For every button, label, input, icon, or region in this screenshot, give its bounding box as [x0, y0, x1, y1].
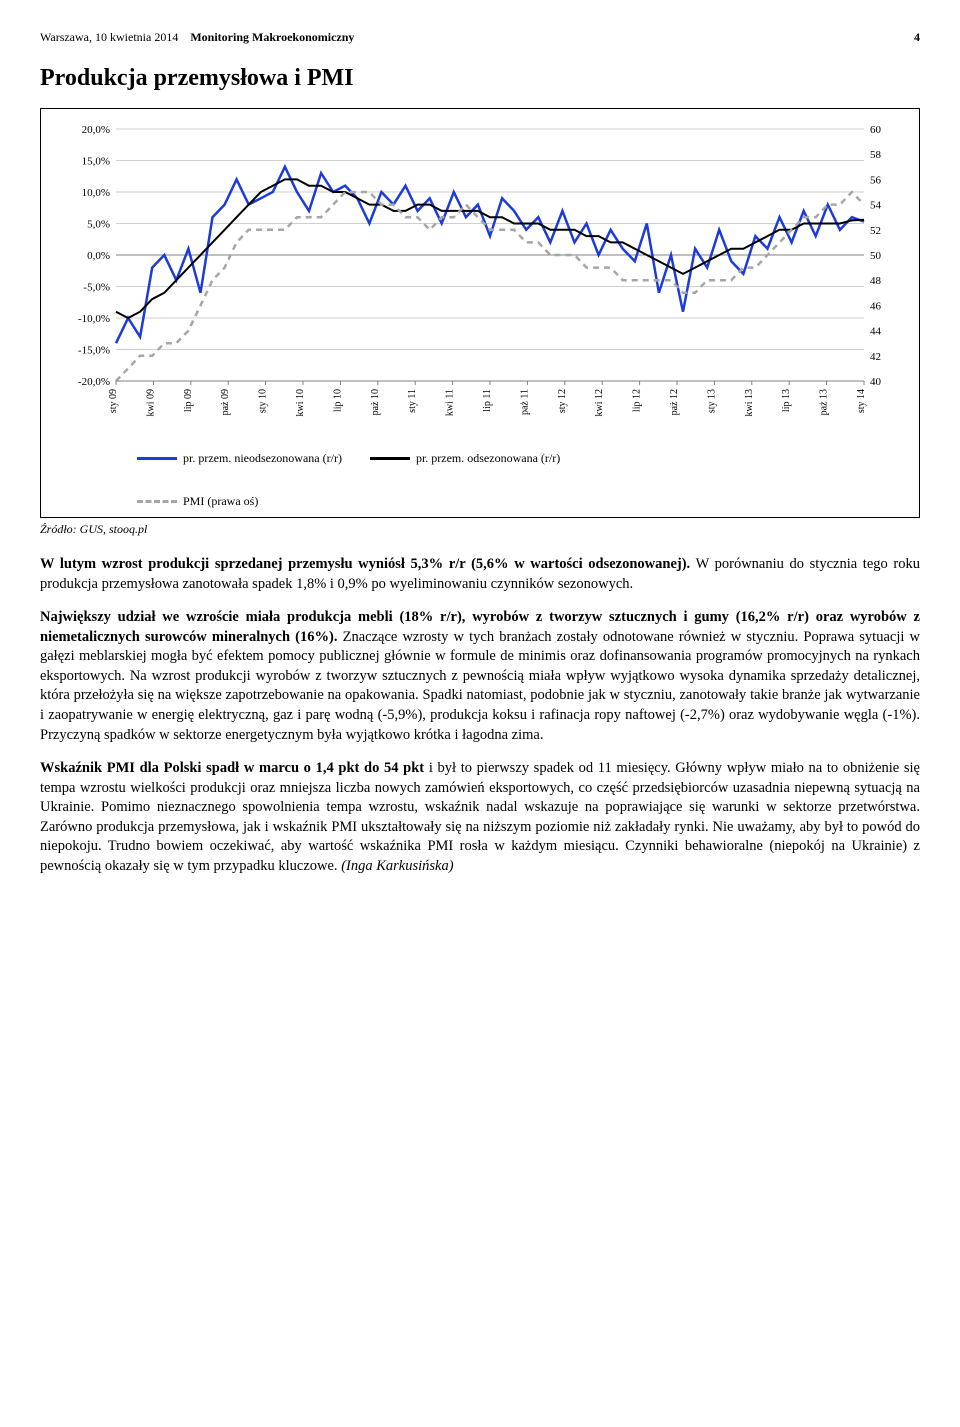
svg-text:kwi 13: kwi 13 [744, 389, 755, 417]
svg-text:0,0%: 0,0% [87, 250, 110, 262]
p3-author: (Inga Karkusińska) [341, 858, 453, 874]
svg-text:lip 09: lip 09 [183, 389, 194, 412]
svg-text:kwi 09: kwi 09 [145, 389, 156, 417]
svg-text:58: 58 [870, 149, 882, 161]
svg-text:48: 48 [870, 275, 882, 287]
svg-text:sty 12: sty 12 [557, 389, 568, 413]
paragraph-3: Wskaźnik PMI dla Polski spadł w marcu o … [40, 759, 920, 876]
p3-bold: Wskaźnik PMI dla Polski spadł w marcu o … [40, 760, 424, 776]
svg-text:54: 54 [870, 200, 882, 212]
svg-text:10,0%: 10,0% [82, 187, 110, 199]
paragraph-1: W lutym wzrost produkcji sprzedanej prze… [40, 555, 920, 594]
svg-text:20,0%: 20,0% [82, 124, 110, 136]
page-number: 4 [914, 30, 920, 45]
chart-svg: 20,0% 15,0% 10,0% 5,0% 0,0% -5,0% -10,0% -15,0%… [57, 121, 903, 441]
p2-rest: Znaczące wzrosty w tych branżach zostały… [40, 629, 920, 743]
svg-text:50: 50 [870, 250, 882, 262]
svg-text:-15,0%: -15,0% [78, 345, 110, 357]
svg-text:52: 52 [870, 225, 881, 237]
svg-text:sty 14: sty 14 [856, 389, 867, 413]
paragraph-2: Największy udział we wzroście miała prod… [40, 608, 920, 745]
svg-text:5,0%: 5,0% [87, 219, 110, 231]
svg-text:sty 10: sty 10 [258, 389, 269, 413]
svg-text:-10,0%: -10,0% [78, 313, 110, 325]
svg-text:kwi 11: kwi 11 [445, 389, 456, 416]
legend-label: pr. przem. nieodsezonowana (r/r) [183, 451, 342, 466]
svg-text:lip 12: lip 12 [632, 389, 643, 412]
svg-text:15,0%: 15,0% [82, 156, 110, 168]
svg-text:-20,0%: -20,0% [78, 376, 110, 388]
page-header: Warszawa, 10 kwietnia 2014 Monitoring Ma… [40, 30, 920, 45]
svg-text:kwi 12: kwi 12 [594, 389, 605, 417]
svg-text:paż 11: paż 11 [519, 389, 530, 415]
svg-text:kwi 10: kwi 10 [295, 389, 306, 417]
svg-text:paż 09: paż 09 [220, 389, 231, 415]
p1-bold: W lutym wzrost produkcji sprzedanej prze… [40, 556, 690, 572]
svg-text:lip 13: lip 13 [781, 389, 792, 412]
svg-text:lip 10: lip 10 [332, 389, 343, 412]
chart-source: Źródło: GUS, stooq.pl [40, 522, 920, 537]
header-date: Warszawa, 10 kwietnia 2014 [40, 30, 178, 45]
svg-text:sty 09: sty 09 [108, 389, 119, 413]
svg-text:42: 42 [870, 351, 881, 363]
p3-rest: i był to pierwszy spadek od 11 miesięcy.… [40, 760, 920, 874]
svg-text:lip 11: lip 11 [482, 389, 493, 412]
legend-label: PMI (prawa oś) [183, 494, 258, 509]
legend-item: pr. przem. odsezonowana (r/r) [370, 451, 560, 466]
legend-label: pr. przem. odsezonowana (r/r) [416, 451, 560, 466]
svg-text:44: 44 [870, 326, 882, 338]
svg-text:40: 40 [870, 376, 882, 388]
svg-text:56: 56 [870, 174, 882, 186]
legend-item: PMI (prawa oś) [137, 494, 903, 509]
section-title: Produkcja przemysłowa i PMI [40, 65, 920, 92]
svg-text:paż 10: paż 10 [370, 389, 381, 415]
chart-container: 20,0% 15,0% 10,0% 5,0% 0,0% -5,0% -10,0% -15,0%… [40, 108, 920, 518]
svg-text:paż 13: paż 13 [819, 389, 830, 415]
header-doc-title: Monitoring Makroekonomiczny [190, 30, 354, 45]
svg-text:paż 12: paż 12 [669, 389, 680, 415]
legend-item: pr. przem. nieodsezonowana (r/r) [137, 451, 342, 466]
svg-text:-5,0%: -5,0% [83, 282, 110, 294]
svg-text:46: 46 [870, 300, 882, 312]
svg-text:60: 60 [870, 124, 882, 136]
svg-text:sty 11: sty 11 [407, 389, 418, 413]
svg-text:sty 13: sty 13 [706, 389, 717, 413]
chart-legend: pr. przem. nieodsezonowana (r/r) pr. prz… [57, 451, 903, 509]
